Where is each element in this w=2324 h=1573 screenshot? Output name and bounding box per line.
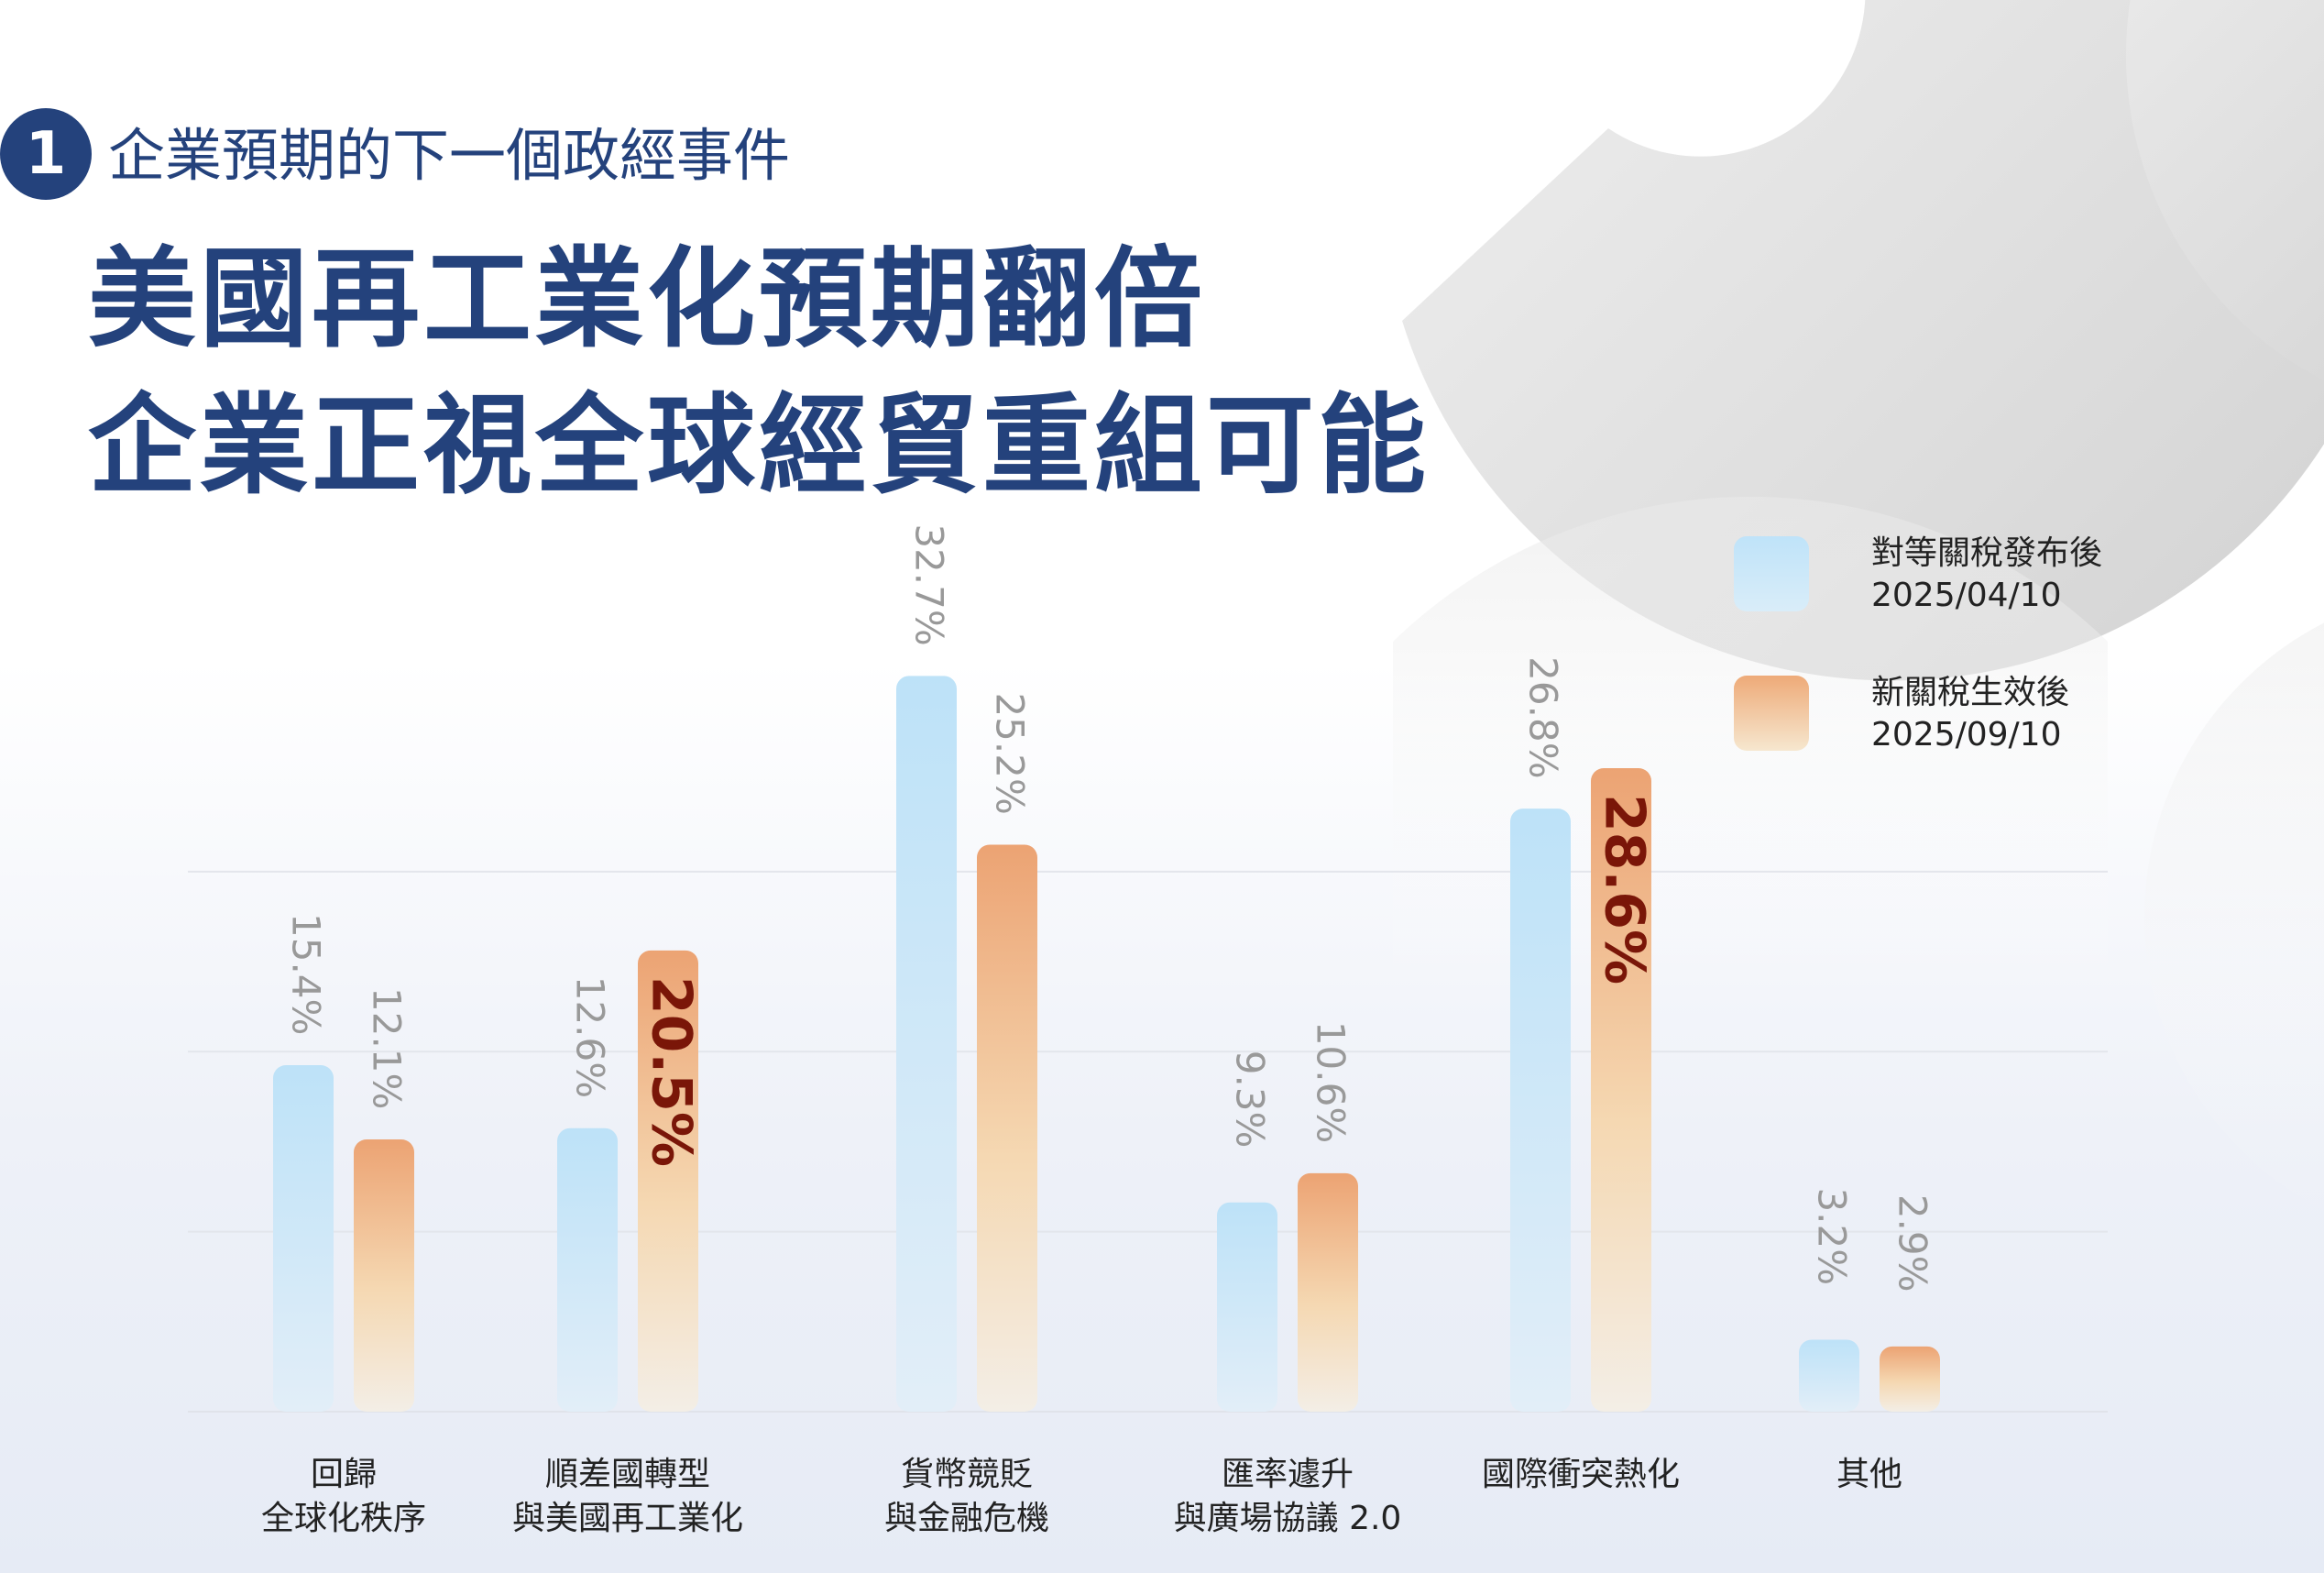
bar-series-2-cat-5	[1591, 768, 1651, 1412]
category-label-1: 回歸 全球化秩序	[179, 1453, 509, 1541]
category-label-5: 國際衝突熱化	[1416, 1453, 1746, 1497]
value-label-series-2-cat-2: 20.5%	[639, 976, 703, 1167]
value-label-series-2-cat-6: 2.9%	[1891, 1194, 1935, 1292]
bar-series-1-cat-3	[896, 676, 957, 1412]
value-label-series-1-cat-4: 9.3%	[1228, 1050, 1273, 1149]
value-label-series-2-cat-1: 12.1%	[365, 987, 410, 1109]
bar-series-2-cat-1	[354, 1139, 414, 1412]
bar-series-1-cat-4	[1217, 1202, 1277, 1412]
category-label-2-line-2: 與美國再工業化	[511, 1500, 743, 1537]
step-number-badge: 1	[0, 108, 92, 200]
page-title-line-2: 企業正視全球經貿重組可能	[88, 382, 1431, 509]
category-label-3: 貨幣競貶 與金融危機	[802, 1453, 1132, 1541]
value-label-series-1-cat-1: 15.4%	[284, 913, 329, 1035]
category-label-6: 其他	[1705, 1453, 2034, 1497]
value-label-series-2-cat-3: 25.2%	[988, 692, 1033, 814]
page-title-line-1: 美國再工業化預期翻倍	[88, 236, 1207, 362]
category-label-2: 順差國轉型與美國再工業化	[463, 1453, 793, 1541]
value-label-series-1-cat-6: 3.2%	[1810, 1187, 1855, 1285]
bar-series-2-cat-2	[638, 950, 698, 1412]
legend-swatch-blue	[1734, 536, 1809, 611]
category-label-3-line-1: 貨幣競貶	[900, 1456, 1033, 1493]
legend-label-series-a: 對等關稅發布後	[1871, 534, 2103, 572]
bar-series-1-cat-6	[1799, 1339, 1859, 1412]
bar-series-1-cat-1	[273, 1065, 334, 1412]
legend-date-series-a: 2025/04/10	[1871, 577, 2062, 614]
bar-series-2-cat-4	[1298, 1172, 1358, 1412]
value-label-series-1-cat-5: 26.8%	[1521, 656, 1566, 778]
bar-series-1-cat-5	[1510, 808, 1571, 1412]
legend-date-series-b: 2025/09/10	[1871, 716, 2062, 754]
value-label-series-2-cat-5: 28.6%	[1592, 794, 1656, 984]
category-label-5-line-1: 國際衝突熱化	[1481, 1456, 1680, 1493]
bar-series-2-cat-3	[977, 844, 1037, 1412]
category-label-4: 匯率遽升與廣場協議 2.0	[1123, 1453, 1452, 1541]
value-label-series-1-cat-2: 12.6%	[568, 976, 613, 1098]
category-label-1-line-2: 全球化秩序	[260, 1500, 426, 1537]
legend-swatch-orange	[1734, 676, 1809, 751]
value-label-series-1-cat-3: 32.7%	[907, 523, 952, 645]
bar-series-1-cat-2	[557, 1128, 618, 1412]
value-label-series-2-cat-4: 10.6%	[1309, 1021, 1354, 1143]
eyebrow-text: 企業預期的下一個政經事件	[108, 122, 791, 189]
bar-series-2-cat-6	[1880, 1346, 1940, 1412]
legend-label-series-b: 新關稅生效後	[1871, 674, 2070, 711]
category-label-4-line-1: 匯率遽升	[1221, 1456, 1354, 1493]
category-label-2-line-1: 順差國轉型	[544, 1456, 710, 1493]
category-label-1-line-1: 回歸	[310, 1456, 377, 1493]
category-label-6-line-1: 其他	[1836, 1456, 1902, 1493]
category-label-4-line-2: 與廣場協議 2.0	[1173, 1500, 1402, 1537]
category-label-3-line-2: 與金融危機	[883, 1500, 1049, 1537]
